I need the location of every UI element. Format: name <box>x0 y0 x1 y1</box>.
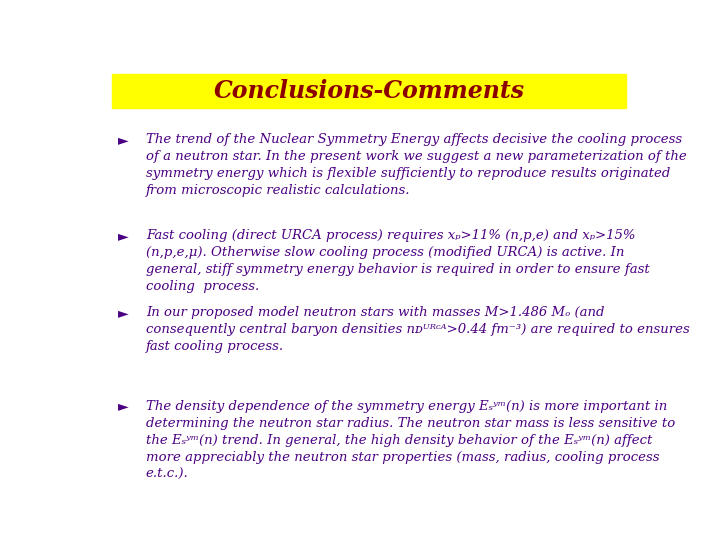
Text: ►: ► <box>118 133 129 147</box>
Text: In our proposed model neutron stars with masses M>1.486 Mₒ (and
consequently cen: In our proposed model neutron stars with… <box>145 306 690 353</box>
Text: ►: ► <box>118 306 129 320</box>
Text: Conclusions-Comments: Conclusions-Comments <box>214 79 524 104</box>
Text: The density dependence of the symmetry energy Eₛʸᵐ(n) is more important in
deter: The density dependence of the symmetry e… <box>145 400 675 481</box>
Text: ►: ► <box>118 229 129 243</box>
Text: ►: ► <box>118 400 129 414</box>
Text: The trend of the Nuclear Symmetry Energy affects decisive the cooling process
of: The trend of the Nuclear Symmetry Energy… <box>145 133 687 198</box>
FancyBboxPatch shape <box>112 75 626 109</box>
Text: Fast cooling (direct URCA process) requires xₚ>11% (n,p,e) and xₚ>15%
(n,p,e,μ).: Fast cooling (direct URCA process) requi… <box>145 229 649 293</box>
